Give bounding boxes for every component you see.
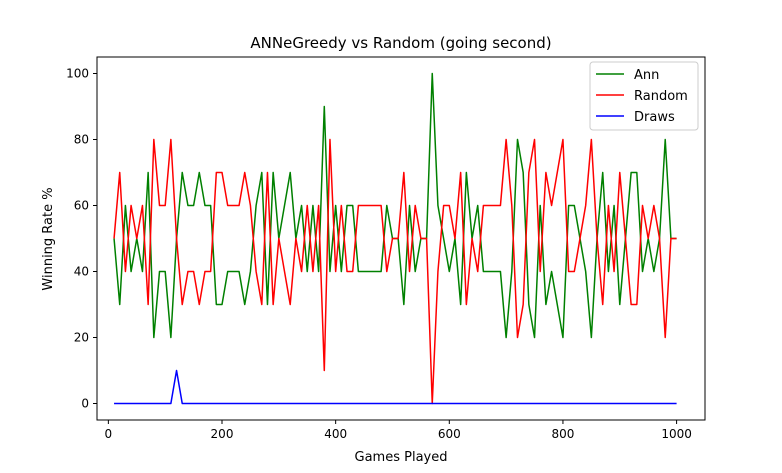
x-tick-label: 600	[438, 427, 461, 441]
series-layer	[113, 72, 677, 405]
y-tick-label: 40	[74, 265, 89, 279]
plot-frame	[96, 56, 706, 421]
chart-title: ANNeGreedy vs Random (going second)	[250, 34, 551, 52]
y-tick-label: 60	[74, 199, 89, 213]
x-tick-label: 0	[105, 427, 113, 441]
legend-label-random: Random	[634, 89, 688, 104]
x-axis-label: Games Played	[355, 450, 448, 465]
y-tick-label: 80	[74, 133, 89, 147]
x-axis: 0 200 400 600 800 1000	[105, 420, 692, 441]
legend-label-ann: Ann	[634, 68, 659, 83]
x-tick-label: 200	[211, 427, 234, 441]
y-tick-label: 0	[81, 397, 89, 411]
y-tick-label: 20	[74, 331, 89, 345]
legend: Ann Random Draws	[589, 61, 699, 131]
y-axis-label: Winning Rate %	[41, 187, 56, 290]
x-tick-label: 1000	[661, 427, 692, 441]
y-tick-label: 100	[66, 67, 89, 81]
y-axis: 0 20 40 60 80 100	[66, 67, 97, 411]
series-line-random	[113, 138, 677, 405]
series-line-draws	[114, 369, 677, 405]
x-tick-label: 400	[324, 427, 347, 441]
legend-box	[589, 61, 699, 131]
legend-label-draws: Draws	[634, 110, 675, 125]
x-tick-label: 800	[551, 427, 574, 441]
